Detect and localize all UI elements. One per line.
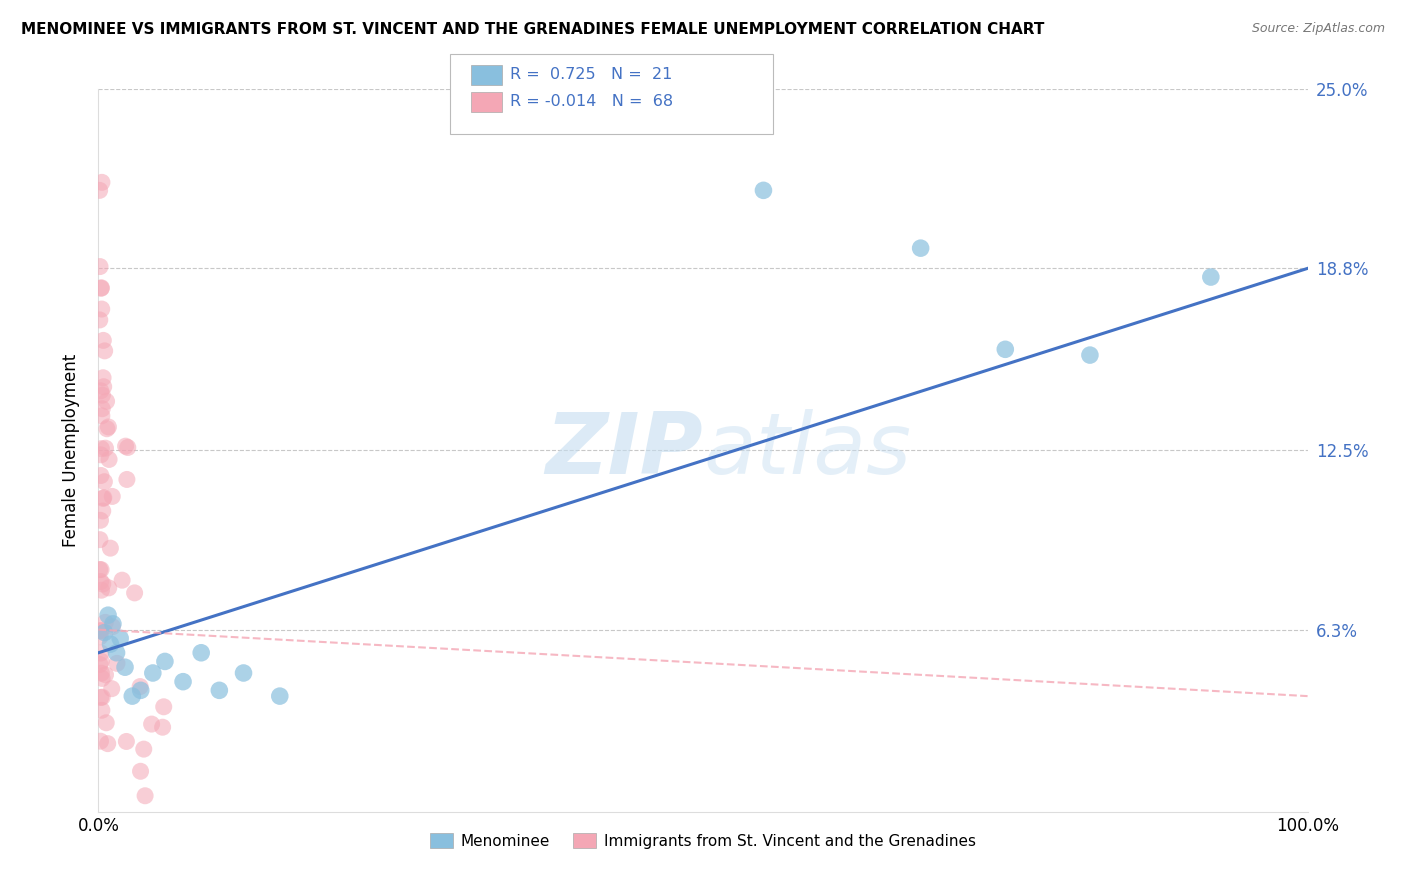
Point xyxy=(91,388,114,402)
Point xyxy=(101,620,124,634)
Point xyxy=(129,764,152,779)
Point xyxy=(129,683,152,698)
Point xyxy=(96,715,118,730)
Point xyxy=(90,468,112,483)
Point xyxy=(121,689,143,703)
Point xyxy=(114,660,136,674)
Point xyxy=(752,183,775,197)
Point xyxy=(94,441,117,455)
Point xyxy=(94,615,117,630)
Point xyxy=(105,657,128,671)
Point xyxy=(115,734,138,748)
Point xyxy=(91,577,114,591)
Point xyxy=(90,646,112,660)
Point xyxy=(89,313,111,327)
Point xyxy=(1199,270,1222,285)
Point xyxy=(89,630,111,644)
Text: atlas: atlas xyxy=(703,409,911,492)
Point xyxy=(142,665,165,680)
Point xyxy=(94,667,117,681)
Point xyxy=(89,513,111,527)
Point xyxy=(97,608,120,623)
Point xyxy=(101,490,124,504)
Point xyxy=(232,665,254,680)
Text: R =  0.725   N =  21: R = 0.725 N = 21 xyxy=(510,68,672,82)
Point xyxy=(96,394,118,409)
Point xyxy=(90,624,112,638)
Point xyxy=(89,183,111,197)
Point xyxy=(90,301,112,316)
Text: ZIP: ZIP xyxy=(546,409,703,492)
Point xyxy=(93,380,115,394)
Point xyxy=(152,699,174,714)
Point xyxy=(89,563,111,577)
Point xyxy=(96,422,118,436)
Point xyxy=(91,370,114,384)
Point xyxy=(115,473,138,487)
Point xyxy=(90,563,112,577)
Point xyxy=(97,420,120,434)
Point xyxy=(91,504,114,518)
Point xyxy=(124,586,146,600)
Point xyxy=(90,448,112,462)
Text: Source: ZipAtlas.com: Source: ZipAtlas.com xyxy=(1251,22,1385,36)
Point xyxy=(97,737,120,751)
Point xyxy=(90,384,112,398)
Point xyxy=(89,260,111,274)
Point xyxy=(90,583,112,598)
Point xyxy=(93,343,115,358)
Point xyxy=(117,441,139,455)
Point xyxy=(108,632,131,646)
Point xyxy=(89,657,111,672)
Point xyxy=(100,681,122,696)
Legend: Menominee, Immigrants from St. Vincent and the Grenadines: Menominee, Immigrants from St. Vincent a… xyxy=(425,827,981,855)
Point xyxy=(114,439,136,453)
Point xyxy=(91,672,114,686)
Point xyxy=(97,581,120,595)
Point xyxy=(132,742,155,756)
Point xyxy=(90,666,112,681)
Point xyxy=(90,442,112,456)
Point xyxy=(90,175,112,189)
Point xyxy=(153,655,176,669)
Text: MENOMINEE VS IMMIGRANTS FROM ST. VINCENT AND THE GRENADINES FEMALE UNEMPLOYMENT : MENOMINEE VS IMMIGRANTS FROM ST. VINCENT… xyxy=(21,22,1045,37)
Point xyxy=(93,491,115,505)
Point xyxy=(91,690,114,705)
Point xyxy=(208,683,231,698)
Point xyxy=(152,720,174,734)
Point xyxy=(93,625,115,640)
Point xyxy=(111,573,134,587)
Point xyxy=(100,541,122,556)
Point xyxy=(93,475,115,489)
Text: R = -0.014   N =  68: R = -0.014 N = 68 xyxy=(510,95,673,109)
Point xyxy=(90,690,112,705)
Y-axis label: Female Unemployment: Female Unemployment xyxy=(62,354,80,547)
Point xyxy=(90,409,112,423)
Point xyxy=(910,241,932,255)
Point xyxy=(90,654,112,668)
Point xyxy=(134,789,156,803)
Point xyxy=(90,624,112,638)
Point xyxy=(129,680,152,694)
Point xyxy=(994,343,1017,357)
Point xyxy=(90,281,112,295)
Point xyxy=(89,734,111,748)
Point xyxy=(141,717,163,731)
Point xyxy=(190,646,212,660)
Point xyxy=(100,637,122,651)
Point xyxy=(172,674,194,689)
Point xyxy=(269,689,291,703)
Point xyxy=(105,646,128,660)
Point xyxy=(98,452,121,467)
Point xyxy=(91,491,114,506)
Point xyxy=(101,616,124,631)
Point xyxy=(91,401,114,416)
Point xyxy=(90,574,112,589)
Point xyxy=(89,533,111,547)
Point xyxy=(90,281,112,295)
Point xyxy=(1078,348,1101,362)
Point xyxy=(90,703,112,717)
Point xyxy=(91,334,114,348)
